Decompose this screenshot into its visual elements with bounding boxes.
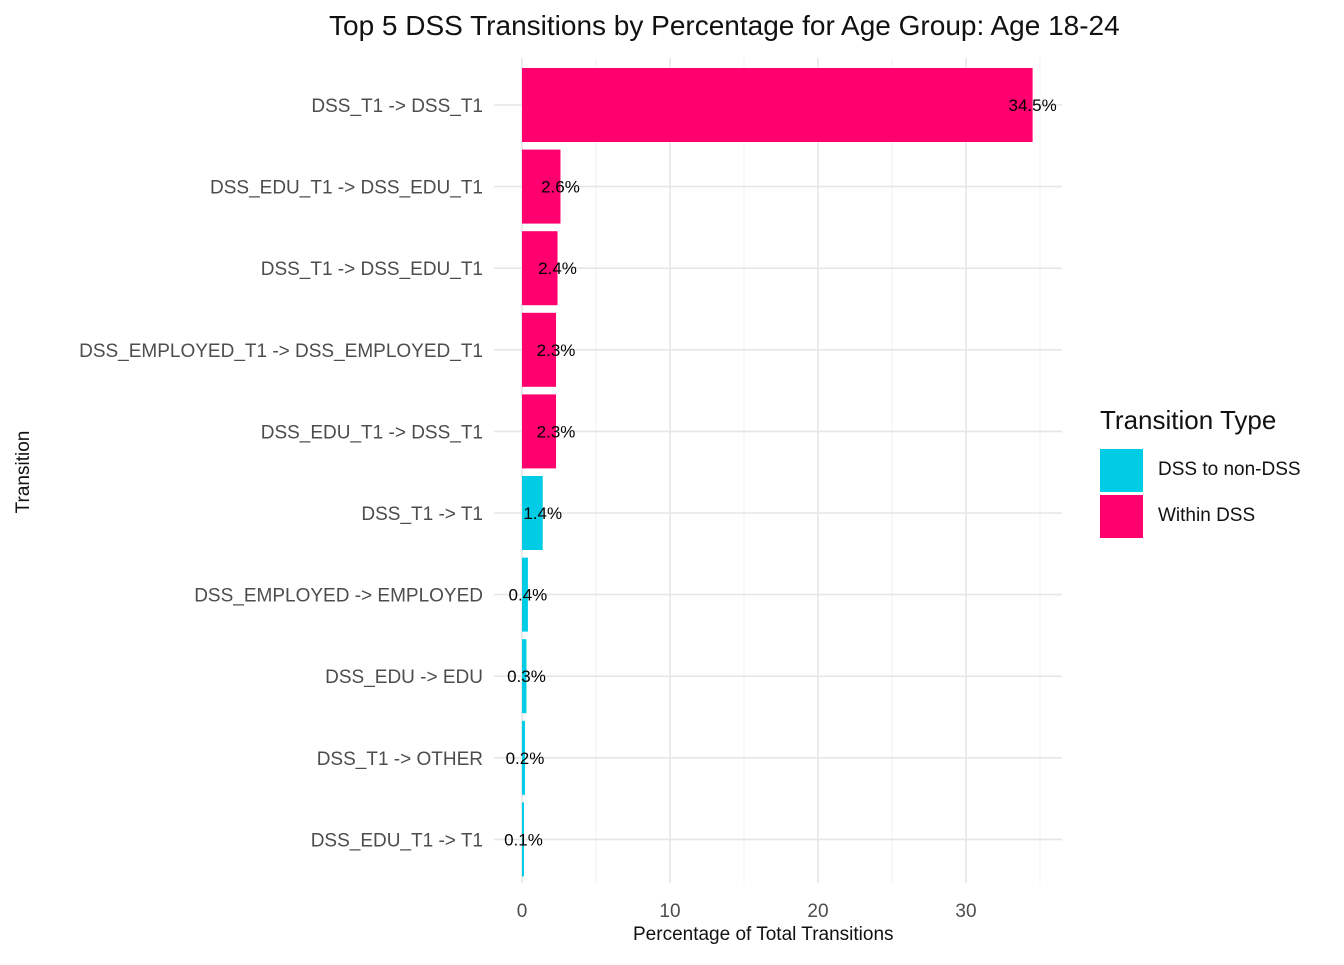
legend: Transition Type DSS to non-DSS Within DS… (1100, 405, 1301, 539)
x-tick-label: 20 (807, 901, 828, 922)
bar (522, 476, 543, 550)
legend-item-dss-to-non-dss: DSS to non-DSS (1100, 447, 1301, 493)
data-label: 2.3% (537, 422, 576, 441)
y-tick-label: DSS_EMPLOYED_T1 -> DSS_EMPLOYED_T1 (79, 341, 483, 362)
bar (522, 68, 1033, 142)
legend-item-within-dss: Within DSS (1100, 493, 1301, 539)
legend-title: Transition Type (1100, 405, 1277, 435)
legend-label: DSS to non-DSS (1158, 459, 1301, 480)
bar (522, 312, 557, 387)
data-label: 2.3% (537, 341, 576, 360)
data-label: 0.1% (504, 830, 543, 849)
bar (522, 802, 524, 877)
bar (522, 557, 528, 632)
y-tick-label: DSS_EDU_T1 -> T1 (311, 830, 483, 851)
bar (522, 720, 525, 795)
x-tick-label: 10 (659, 901, 680, 922)
bar (522, 639, 527, 714)
y-tick-label: DSS_T1 -> T1 (361, 504, 483, 525)
data-label: 0.2% (506, 749, 545, 768)
bar (522, 149, 561, 224)
data-label: 2.6% (541, 178, 580, 197)
x-tick-label: 30 (955, 901, 976, 922)
y-tick-label: DSS_EMPLOYED -> EMPLOYED (194, 586, 483, 607)
data-label: 0.3% (507, 667, 546, 686)
y-tick-label: DSS_T1 -> DSS_EDU_T1 (261, 259, 483, 280)
legend-swatch-within-dss (1100, 494, 1143, 538)
data-label: 0.4% (509, 586, 548, 605)
y-tick-label: DSS_EDU -> EDU (325, 667, 483, 688)
bar (522, 231, 558, 306)
y-axis-title: Transition (13, 430, 34, 514)
y-tick-label: DSS_EDU_T1 -> DSS_T1 (261, 422, 483, 443)
x-axis-title: Percentage of Total Transitions (633, 924, 894, 945)
y-tick-label: DSS_EDU_T1 -> DSS_EDU_T1 (210, 178, 483, 199)
data-label: 34.5% (1008, 96, 1056, 115)
chart-title: Top 5 DSS Transitions by Percentage for … (329, 10, 1120, 41)
bar (522, 394, 557, 469)
y-tick-label: DSS_T1 -> OTHER (317, 749, 483, 770)
legend-swatch-dss-to-non-dss (1100, 448, 1143, 492)
legend-label: Within DSS (1158, 505, 1256, 526)
data-label: 2.4% (538, 259, 577, 278)
x-tick-label: 0 (517, 901, 528, 922)
data-label: 1.4% (523, 504, 562, 523)
y-tick-label: DSS_T1 -> DSS_T1 (311, 96, 483, 117)
